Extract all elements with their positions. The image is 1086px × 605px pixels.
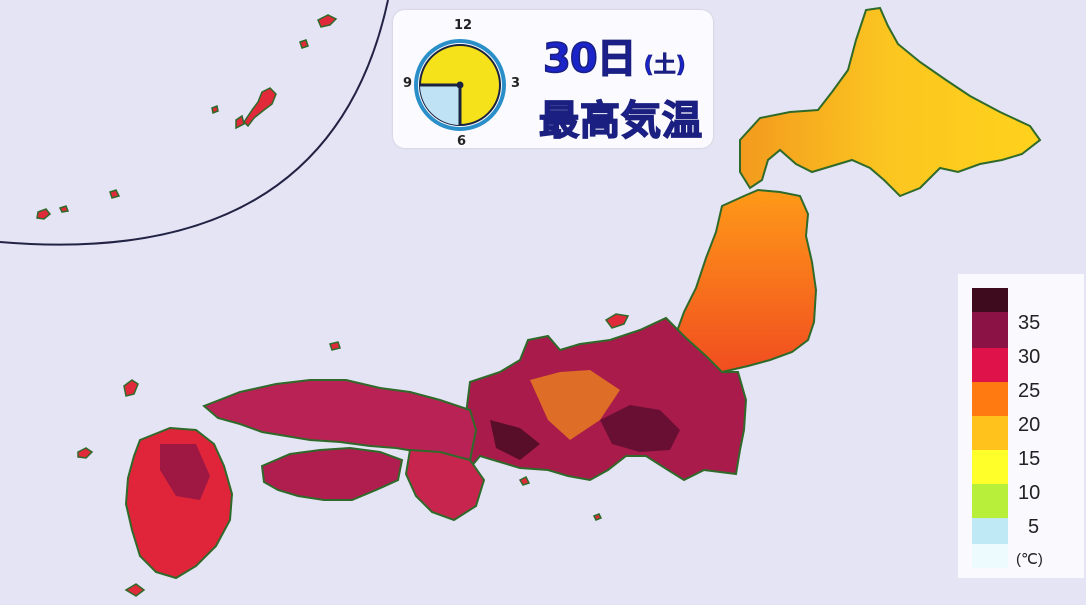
- kii-peninsula: [404, 448, 486, 522]
- boundary-arc: [0, 0, 389, 246]
- date-day: 30日: [542, 35, 637, 83]
- legend-color-bar: [972, 288, 1008, 568]
- clock-label-9: 9: [403, 76, 413, 91]
- date-heading: 30日 (土): [542, 26, 686, 84]
- legend-label-30: 30: [1018, 346, 1041, 368]
- map-title: 最高気温: [538, 97, 703, 145]
- date-weekday: (土): [643, 53, 686, 79]
- legend-label-35: 35: [1018, 312, 1041, 334]
- kanto-hotspot: [600, 405, 680, 452]
- legend-label-20: 20: [1018, 414, 1041, 436]
- legend-label-15: 15: [1018, 448, 1041, 470]
- nobi-hotspot: [490, 420, 540, 460]
- nansei-islands: [36, 14, 338, 220]
- clock-icon: 12 3 6 9: [403, 16, 520, 149]
- chubu-mountains: [530, 370, 620, 440]
- shikoku: [260, 446, 404, 501]
- temperature-legend: 35 30 25 20 15 10 5 (℃): [958, 274, 1084, 578]
- legend-label-10: 10: [1018, 482, 1041, 504]
- legend-label-5: 5: [1028, 516, 1040, 538]
- legend-unit: (℃): [1016, 551, 1043, 568]
- tohoku: [674, 188, 818, 382]
- hokkaido: [739, 6, 1042, 198]
- title-panel: 12 3 6 9 30日 (土) 最高気温: [393, 10, 713, 149]
- small-islands: [77, 313, 630, 597]
- kyushu-inland: [160, 444, 210, 500]
- clock-label-3: 3: [511, 76, 521, 91]
- kyushu: [124, 426, 234, 580]
- legend-label-25: 25: [1018, 380, 1041, 402]
- clock-label-6: 6: [457, 134, 467, 149]
- clock-label-12: 12: [454, 18, 473, 33]
